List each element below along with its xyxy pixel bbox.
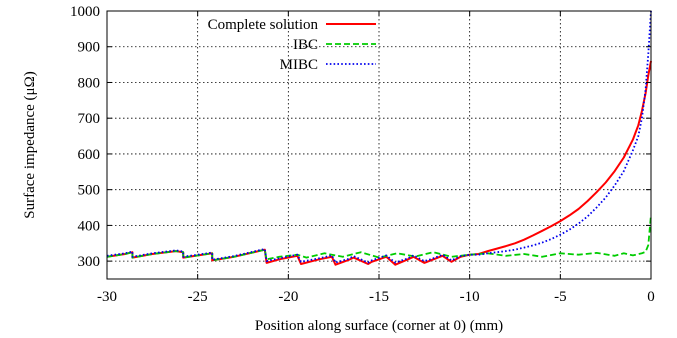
- legend-label: Complete solution: [208, 17, 319, 33]
- series-group: [106, 10, 652, 266]
- y-tick-label: 800: [78, 75, 101, 91]
- x-tick-label: -25: [188, 289, 208, 305]
- x-tick-label: -20: [278, 289, 298, 305]
- grid: [107, 11, 651, 279]
- legend-label: MIBC: [280, 57, 318, 73]
- y-tick-label: 1000: [70, 4, 100, 20]
- y-tick-label: 600: [78, 147, 101, 163]
- y-tick-label: 300: [78, 254, 101, 270]
- x-tick-label: -30: [97, 289, 117, 305]
- x-tick-label: -5: [554, 289, 567, 305]
- x-tick-label: -10: [460, 289, 480, 305]
- legend: Complete solution IBC MIBC: [208, 17, 376, 73]
- x-axis-label: Position along surface (corner at 0) (mm…: [255, 318, 503, 334]
- y-tick-label: 500: [78, 183, 101, 199]
- y-tick-label: 700: [78, 111, 101, 127]
- axis-ticks: -30 -25 -20 -15 -10 -5 0 300 400 500 600 700 800 900 1…: [70, 4, 655, 305]
- y-tick-label: 400: [78, 218, 101, 234]
- y-tick-label: 900: [78, 40, 101, 56]
- x-tick-label: 0: [647, 289, 655, 305]
- y-axis-label: Surface impedance (μΩ): [22, 71, 38, 218]
- series-line-2: [106, 214, 652, 262]
- series-line-3: [106, 10, 652, 264]
- x-tick-label: -15: [369, 289, 389, 305]
- legend-label: IBC: [293, 37, 318, 53]
